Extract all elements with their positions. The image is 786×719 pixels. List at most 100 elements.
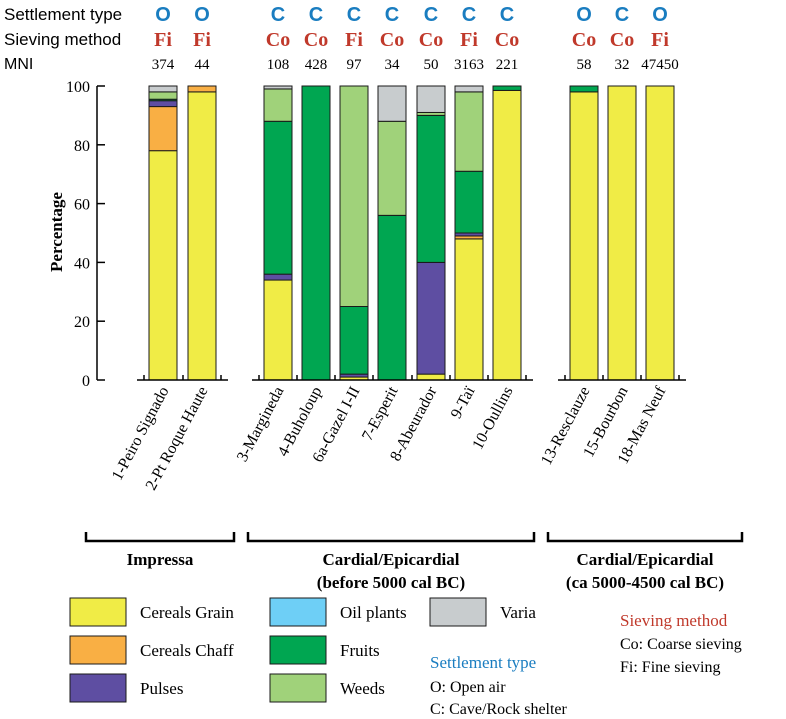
y-tick-label: 20 xyxy=(74,314,90,331)
legend-label: Cereals Grain xyxy=(140,603,234,622)
legend-label: Weeds xyxy=(340,679,385,698)
settlement-note-item: O: Open air xyxy=(430,679,506,696)
sieving-code: Co xyxy=(419,29,443,51)
legend-label: Varia xyxy=(500,603,536,622)
bar-segment xyxy=(454,170,484,234)
sieving-code: Co xyxy=(380,29,404,51)
bar-segment xyxy=(454,91,484,172)
settlement-code: C xyxy=(615,4,629,26)
settlement-code: C xyxy=(462,4,476,26)
settlement-code: C xyxy=(385,4,399,26)
sieving-code: Co xyxy=(610,29,634,51)
group-label: Cardial/Epicardial xyxy=(577,550,714,569)
y-tick-label: 80 xyxy=(74,138,90,155)
bar-segment xyxy=(377,85,407,122)
settlement-code: C xyxy=(500,4,514,26)
legend-swatch xyxy=(69,673,127,703)
x-label: 9-Taï xyxy=(448,383,479,421)
mni-value: 97 xyxy=(347,57,363,73)
bar-segment xyxy=(416,373,446,381)
bar-segment xyxy=(148,91,178,100)
mni-value: 108 xyxy=(267,57,290,73)
legend-swatch xyxy=(269,673,327,703)
bars xyxy=(148,85,675,381)
sieving-code: Fi xyxy=(345,29,363,51)
mni-value: 50 xyxy=(424,57,439,73)
sieving-code: Fi xyxy=(193,29,211,51)
header-labels: Settlement type Sieving method MNI xyxy=(4,5,122,73)
x-axis xyxy=(137,375,686,381)
bar-segment xyxy=(339,306,369,375)
legend: Cereals Grain Cereals Chaff Pulses Oil plan… xyxy=(69,597,536,703)
sieving-code: Fi xyxy=(651,29,669,51)
group-bracket xyxy=(84,532,236,543)
sieving-note-title: Sieving method xyxy=(620,611,728,630)
mni-value: 428 xyxy=(305,57,328,73)
legend-label: Fruits xyxy=(340,641,380,660)
group-label: (before 5000 cal BC) xyxy=(317,573,465,592)
bar-segment xyxy=(569,85,599,93)
sieving-note-item: Fi: Fine sieving xyxy=(620,659,720,676)
y-tick-label: 40 xyxy=(74,255,90,272)
settlement-code: O xyxy=(652,4,668,26)
bar-segment xyxy=(454,85,484,93)
legend-label: Pulses xyxy=(140,679,183,698)
bar-segment xyxy=(645,85,675,381)
sieving-code: Co xyxy=(266,29,290,51)
bar-segment xyxy=(607,85,637,381)
mni-value: 32 xyxy=(615,57,630,73)
y-tick-label: 0 xyxy=(82,373,90,390)
sieving-code: Co xyxy=(304,29,328,51)
mni-value: 3163 xyxy=(454,57,484,73)
bar-segment xyxy=(416,261,446,375)
legend-label: Cereals Chaff xyxy=(140,641,234,660)
bar-segment xyxy=(148,106,178,152)
bar-segment xyxy=(263,88,293,122)
legend-swatch xyxy=(429,597,487,627)
group-brackets: Impressa Cardial/Epicardial (before 5000 c… xyxy=(84,532,744,592)
settlement-note-title: Settlement type xyxy=(430,653,536,672)
group-label: Impressa xyxy=(127,550,194,569)
bar-segment xyxy=(492,85,522,91)
header-codes: OFi374OFi44CCo108CCo428CFi97CCo34CCo50CF… xyxy=(152,4,679,73)
settlement-code: O xyxy=(576,4,592,26)
bar-segment xyxy=(263,279,293,381)
bar-segment xyxy=(301,85,331,381)
bar-segment xyxy=(454,238,484,381)
x-label: 7-Esperit xyxy=(359,383,402,443)
bar-segment xyxy=(263,85,293,90)
sieving-code: Co xyxy=(572,29,596,51)
bar-segment xyxy=(148,100,178,108)
bar-segment xyxy=(339,85,369,307)
group-label: (ca 5000-4500 cal BC) xyxy=(566,573,724,592)
settlement-code: O xyxy=(194,4,210,26)
group-bracket xyxy=(246,532,536,543)
y-tick-label: 60 xyxy=(74,197,90,214)
sieving-note-item: Co: Coarse sieving xyxy=(620,636,742,653)
bar-segment xyxy=(416,114,446,263)
mni-value: 221 xyxy=(496,57,519,73)
legend-swatch xyxy=(69,635,127,665)
legend-notes: Sieving method Co: Coarse sieving Fi: Fine… xyxy=(430,611,742,718)
settlement-code: O xyxy=(155,4,171,26)
sieving-code: Fi xyxy=(460,29,478,51)
legend-swatch xyxy=(269,635,327,665)
legend-swatch xyxy=(69,597,127,627)
legend-label: Oil plants xyxy=(340,603,407,622)
bar-segment xyxy=(377,120,407,216)
sieving-code: Fi xyxy=(154,29,172,51)
bar-segment xyxy=(187,91,217,381)
mni-value: 44 xyxy=(195,57,211,73)
settlement-code: C xyxy=(271,4,285,26)
settlement-header: Settlement type xyxy=(4,5,122,24)
settlement-code: C xyxy=(424,4,438,26)
settlement-note-item: C: Cave/Rock shelter xyxy=(430,701,568,718)
bar-segment xyxy=(263,120,293,275)
group-label: Cardial/Epicardial xyxy=(323,550,460,569)
bar-segment xyxy=(569,91,599,381)
mni-value: 47450 xyxy=(641,57,679,73)
settlement-code: C xyxy=(309,4,323,26)
mni-value: 34 xyxy=(385,57,401,73)
